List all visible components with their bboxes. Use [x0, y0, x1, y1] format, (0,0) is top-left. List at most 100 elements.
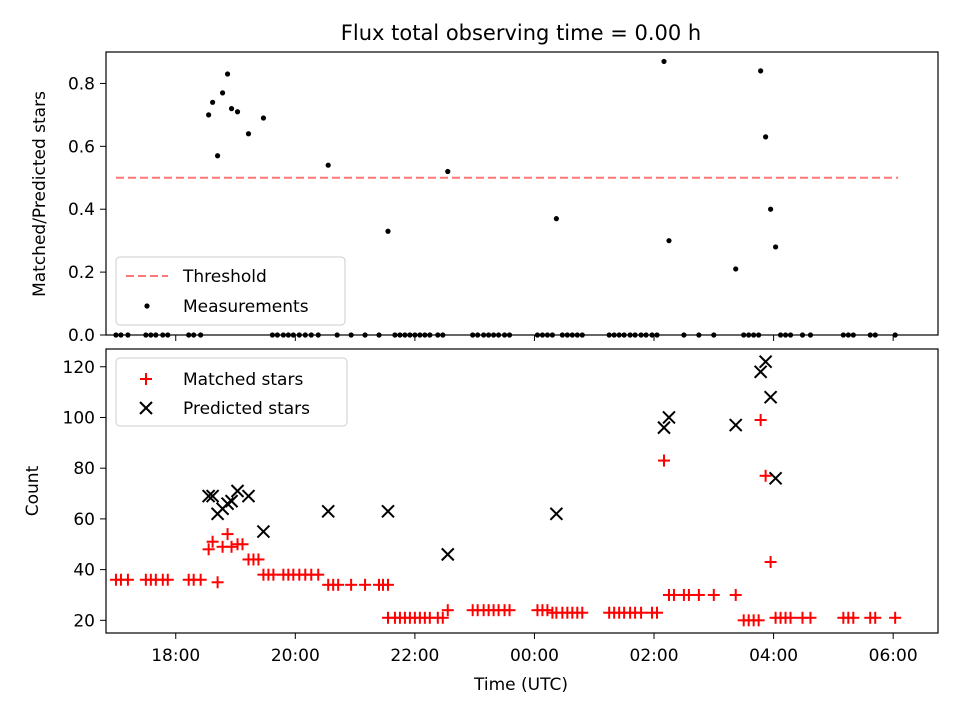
measurement-point — [210, 99, 216, 105]
top-axes-frame — [105, 51, 939, 336]
predicted-star-point — [662, 410, 676, 425]
matched-star-point — [784, 611, 797, 624]
measurement-point — [214, 153, 221, 159]
matched-star-point — [161, 573, 174, 586]
measurements-legend-marker — [144, 303, 150, 309]
matched-star-point — [202, 543, 215, 556]
measurement-point — [224, 71, 231, 77]
bottom-y-tick-label: 60 — [73, 510, 95, 530]
matched-star-point — [236, 538, 249, 551]
threshold-legend-label: Threshold — [182, 267, 267, 287]
measurement-point — [772, 244, 779, 250]
matched-star-point — [359, 578, 372, 591]
matched-star-point — [221, 528, 234, 541]
predicted-star-point — [758, 354, 773, 369]
matched-star-point — [729, 588, 742, 601]
matched-star-point — [635, 606, 648, 619]
bottom-legend-box — [115, 357, 348, 427]
predicted-star-point — [256, 524, 271, 539]
predicted-legend-marker — [139, 401, 153, 415]
measurement-point — [661, 58, 667, 65]
bottom-y-tick-label: 20 — [73, 611, 95, 631]
measurement-point — [206, 112, 212, 118]
top-x-ticks — [175, 335, 894, 341]
predicted-star-point — [763, 390, 778, 404]
predicted-star-point — [224, 494, 239, 508]
top-y-tick-label: 0.6 — [68, 137, 95, 157]
bottom-x-tick-label: 22:00 — [390, 646, 439, 666]
matched-star-point — [651, 606, 664, 619]
bottom-x-tick-label: 18:00 — [151, 646, 200, 666]
bottom-legend: Matched stars Predicted stars — [115, 357, 348, 427]
matched-star-point — [436, 611, 449, 624]
predicted-star-point — [201, 489, 216, 503]
measurement-point — [445, 168, 451, 175]
bottom-y-tick-label: 40 — [73, 561, 95, 581]
top-y-tick-label: 0.2 — [68, 263, 95, 283]
bottom-y-tick-label: 100 — [63, 408, 95, 428]
predicted-star-point — [657, 420, 671, 435]
bottom-y-tick-label: 120 — [63, 358, 95, 378]
predicted-star-point — [549, 507, 564, 521]
top-y-ticks: 0.0 0.2 0.4 0.6 0.8 — [68, 74, 106, 346]
matched-star-point — [441, 604, 454, 617]
matched-legend-label: Matched stars — [183, 370, 303, 390]
matched-star-point — [869, 611, 882, 624]
matched-star-point — [804, 611, 817, 624]
measurement-point — [385, 228, 391, 234]
matched-star-point — [707, 588, 720, 601]
matched-star-point — [657, 454, 670, 467]
measurement-point — [768, 206, 774, 212]
predicted-star-point — [729, 418, 743, 432]
measurement-point — [228, 106, 235, 112]
measurement-point — [733, 266, 739, 272]
measurement-point — [758, 68, 764, 74]
matched-star-point — [754, 414, 767, 426]
matched-star-point — [381, 578, 394, 591]
matched-star-point — [889, 611, 902, 624]
measurement-point — [666, 238, 672, 244]
measurement-point — [553, 216, 559, 222]
matched-star-point — [332, 578, 345, 591]
top-panel: 0.00.20.40.60.8 Matched/Predicted stars … — [30, 51, 939, 346]
bottom-y-axis-label: Count — [23, 465, 43, 516]
predicted-star-point — [768, 471, 783, 486]
bottom-x-tick-label: 00:00 — [510, 646, 559, 666]
matched-star-point — [847, 611, 860, 624]
predicted-star-point — [381, 504, 395, 518]
measurement-point — [234, 109, 241, 115]
chart-title: Flux total observing time = 0.00 h — [341, 21, 701, 45]
matched-star-point — [211, 576, 224, 589]
bottom-x-tick-label: 02:00 — [630, 646, 679, 666]
top-y-axis-label: Matched/Predicted stars — [30, 91, 50, 297]
matched-star-point — [692, 588, 705, 601]
bottom-y-tick-label: 80 — [73, 459, 95, 479]
measurement-point — [219, 90, 226, 96]
matched-star-point — [206, 535, 219, 548]
matched-star-point — [194, 573, 207, 586]
top-y-tick-label: 0.0 — [68, 326, 95, 346]
measurements-legend-label: Measurements — [183, 297, 309, 317]
matched-star-point — [312, 568, 325, 581]
predicted-legend-label: Predicted stars — [183, 399, 310, 419]
x-axis-label: Time (UTC) — [473, 675, 568, 695]
predicted-star-point — [220, 496, 235, 511]
top-legend: Threshold Measurements — [115, 256, 346, 326]
predicted-star-point — [753, 365, 768, 379]
matched-star-point — [752, 614, 765, 627]
bottom-y-ticks: 20 40 60 80 100 120 — [63, 358, 106, 631]
measurement-point — [325, 162, 331, 168]
predicted-star-point — [205, 489, 220, 503]
bottom-x-tick-label: 20:00 — [271, 646, 320, 666]
matched-star-point — [576, 606, 589, 619]
measurement-point — [763, 134, 769, 140]
predicted-star-point — [321, 504, 335, 518]
matched-star-point — [121, 573, 134, 586]
top-y-tick-label: 0.8 — [68, 74, 95, 94]
matched-legend-marker — [140, 373, 152, 385]
matched-star-point — [503, 604, 516, 617]
matched-star-point — [764, 556, 777, 568]
top-y-tick-label: 0.4 — [68, 200, 95, 220]
bottom-plot-area — [109, 354, 902, 627]
